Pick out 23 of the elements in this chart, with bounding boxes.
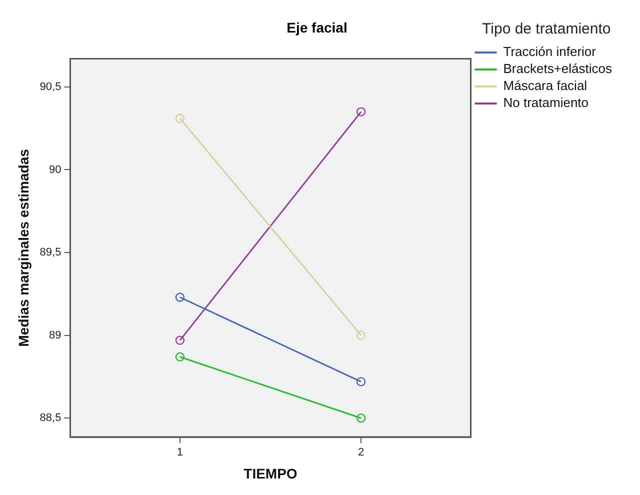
legend-title: Tipo de tratamiento bbox=[482, 20, 611, 38]
point bbox=[175, 336, 185, 345]
y-axis-title: Medias marginales estimadas bbox=[15, 148, 32, 347]
y-tick-label: 90,5 bbox=[40, 80, 62, 93]
legend-label: Brackets+elásticos bbox=[503, 61, 612, 76]
x-axis-title: TIEMPO bbox=[244, 465, 298, 482]
point bbox=[175, 114, 185, 124]
y-tick-label: 89,5 bbox=[40, 246, 62, 259]
point bbox=[356, 330, 366, 340]
x-tick-label: 2 bbox=[358, 446, 364, 459]
point bbox=[356, 107, 366, 116]
legend-label: Máscara facial bbox=[503, 78, 588, 94]
y-tick-label: 88,5 bbox=[40, 412, 62, 424]
point bbox=[175, 352, 185, 362]
y-tick-label: 90 bbox=[48, 164, 62, 176]
point bbox=[175, 292, 185, 302]
chart-title: Eje facial bbox=[286, 19, 348, 36]
y-tick-label: 89 bbox=[48, 329, 62, 342]
point bbox=[356, 414, 366, 423]
legend-label: Tracción inferior bbox=[503, 44, 597, 60]
legend-label: No tratamiento bbox=[503, 95, 589, 110]
x-tick-label: 1 bbox=[176, 446, 184, 459]
point bbox=[356, 377, 366, 386]
